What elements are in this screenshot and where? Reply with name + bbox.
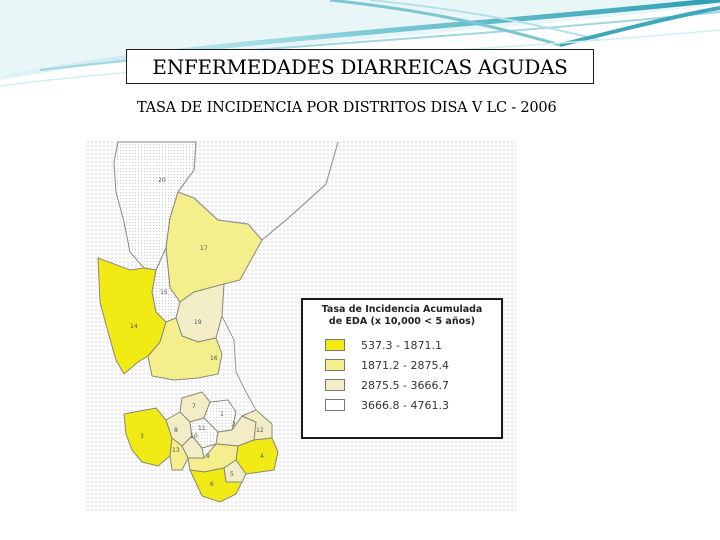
legend-item: 2875.5 - 3666.7 [303,375,501,395]
legend-swatch [325,379,345,391]
district-map: 20 17 15 14 19 16 7 1 3 8 11 13 10 2 12 … [86,140,640,512]
map-legend: Tasa de Incidencia Acumulada de EDA (x 1… [301,298,503,439]
legend-label: 537.3 - 1871.1 [361,338,442,352]
legend-item: 3666.8 - 4761.3 [303,395,501,415]
district-label-13: 13 [172,447,180,454]
district-label-15: 15 [160,289,168,296]
district-16 [147,317,223,381]
district-label-6: 6 [210,481,214,488]
district-label-3: 3 [140,433,144,440]
district-label-11: 11 [198,425,206,432]
district-label-2: 2 [232,421,236,428]
legend-swatch [325,399,345,411]
district-label-12: 12 [256,427,264,434]
district-6 [189,467,243,503]
district-label-20: 20 [158,177,166,184]
district-label-17: 17 [200,245,208,252]
district-label-5: 5 [230,471,234,478]
district-label-10: 10 [190,433,198,440]
district-label-1: 1 [220,411,224,418]
legend-title-line-2: de EDA (x 10,000 < 5 años) [328,316,476,327]
coast-lower [221,315,257,411]
legend-items: 537.3 - 1871.1 1871.2 - 2875.4 2875.5 - … [303,335,501,415]
map-blank-area [516,140,640,512]
district-3 [123,407,173,467]
legend-title: Tasa de Incidencia Acumulada de EDA (x 1… [303,304,501,328]
slide-subtitle: TASA DE INCIDENCIA POR DISTRITOS DISA V … [137,100,557,116]
district-label-8: 8 [174,427,178,434]
legend-swatch [325,339,345,351]
coastline [177,141,339,241]
district-label-16: 16 [210,355,218,362]
legend-item: 1871.2 - 2875.4 [303,355,501,375]
district-label-19: 19 [194,319,202,326]
district-10 [181,435,205,459]
district-label-14: 14 [130,323,138,330]
district-label-7: 7 [192,403,196,410]
district-label-4: 4 [260,453,264,460]
legend-swatch [325,359,345,371]
legend-title-line-1: Tasa de Incidencia Acumulada [321,304,483,315]
legend-label: 2875.5 - 3666.7 [361,378,449,392]
district-label-9: 9 [206,453,210,460]
legend-item: 537.3 - 1871.1 [303,335,501,355]
legend-label: 3666.8 - 4761.3 [361,398,449,412]
legend-label: 1871.2 - 2875.4 [361,358,449,372]
slide-title: ENFERMEDADES DIARREICAS AGUDAS [126,49,594,84]
